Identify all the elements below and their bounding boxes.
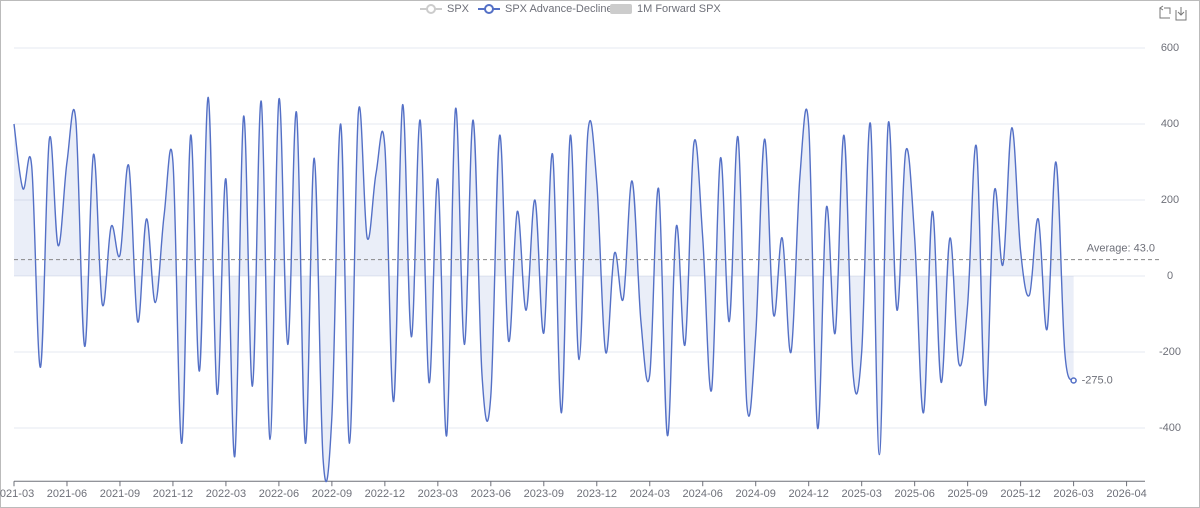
end-label: -275.0: [1082, 374, 1113, 386]
toolbox: [1159, 5, 1187, 21]
x-tick-label: 2022-03: [206, 488, 246, 500]
y-tick-label: 200: [1161, 194, 1179, 206]
x-tick-label: 2024-09: [736, 488, 776, 500]
x-tick-label: 2022-12: [365, 488, 405, 500]
x-tick-label: 2023-06: [471, 488, 511, 500]
line: [13, 96, 1075, 483]
legend-swatch: [484, 4, 494, 14]
x-tick-label: 2023-03: [418, 488, 458, 500]
x-tick-label: 2022-06: [259, 488, 299, 500]
legend-label[interactable]: SPX Advance-Decline: [505, 3, 613, 15]
y-tick-label: -400: [1159, 422, 1181, 434]
x-tick-label: 2025-09: [947, 488, 987, 500]
y-tick-label: 600: [1161, 42, 1179, 54]
x-tick-label: 2025-12: [1000, 488, 1040, 500]
end-point: [1070, 377, 1077, 384]
legend-label[interactable]: 1M Forward SPX: [637, 3, 721, 15]
x-tick-label: 2024-03: [630, 488, 670, 500]
x-tick-label: 2021-09: [100, 488, 140, 500]
save-icon[interactable]: [1175, 7, 1187, 21]
x-tick-label: 2023-12: [577, 488, 617, 500]
x-tick-label: 2025-03: [841, 488, 881, 500]
legend-swatch: [610, 4, 632, 14]
x-tick-label: 2021-03: [0, 488, 34, 500]
legend-swatch: [426, 4, 436, 14]
x-tick-label: 2024-06: [683, 488, 723, 500]
y-tick-label: -200: [1159, 346, 1181, 358]
y-tick-label: 0: [1167, 270, 1173, 282]
x-tick-label: 2025-06: [894, 488, 934, 500]
x-tick-label: 2024-12: [789, 488, 829, 500]
x-tick-label: 2026-03: [1053, 488, 1093, 500]
y-tick-label: 400: [1161, 118, 1179, 130]
x-tick-label: 2021-06: [47, 488, 87, 500]
legend: SPX SPX Advance-Decline 1M Forward SPX: [420, 3, 721, 15]
x-tick-label: 2022-09: [312, 488, 352, 500]
area: [14, 97, 1074, 482]
legend-label[interactable]: SPX: [447, 3, 470, 15]
x-tick-label: 2023-09: [524, 488, 564, 500]
x-tick-label: 2021-12: [153, 488, 193, 500]
average-label: Average: 43.0: [1087, 243, 1155, 255]
restore-icon[interactable]: [1159, 5, 1171, 19]
x-tick-label: 2026-04: [1106, 488, 1146, 500]
